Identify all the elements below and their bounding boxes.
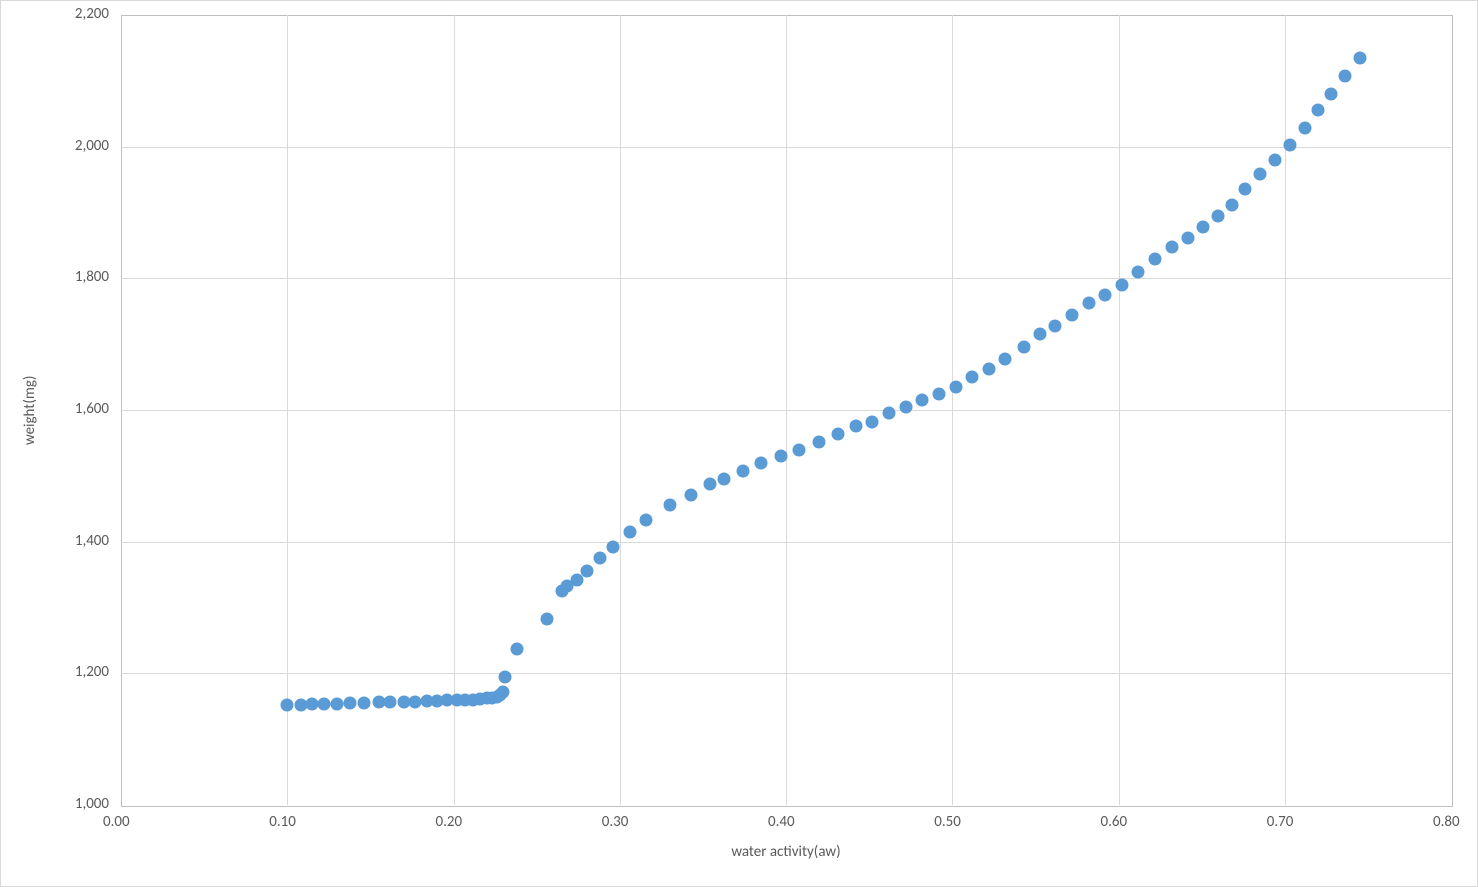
data-point — [593, 552, 606, 565]
data-point — [1225, 198, 1238, 211]
data-point — [1325, 88, 1338, 101]
data-point — [849, 420, 862, 433]
data-point — [831, 428, 844, 441]
chart-container: 1,000 1,200 1,400 1,600 1,800 2,000 2,200 0.00 0… — [0, 0, 1478, 887]
data-point — [949, 380, 962, 393]
data-point — [1017, 341, 1030, 354]
data-point — [899, 400, 912, 413]
data-point — [1149, 252, 1162, 265]
data-point — [607, 540, 620, 553]
data-point — [331, 697, 344, 710]
data-point — [640, 513, 653, 526]
data-point — [1034, 328, 1047, 341]
data-point — [755, 456, 768, 469]
data-point — [916, 394, 929, 407]
data-point — [1115, 278, 1128, 291]
data-point — [1298, 122, 1311, 135]
data-point — [999, 352, 1012, 365]
y-tick-label: 2,000 — [75, 137, 109, 155]
gridline-vertical — [952, 15, 953, 805]
data-point — [703, 477, 716, 490]
data-point — [1312, 104, 1325, 117]
data-point — [1212, 209, 1225, 222]
y-axis-title: weight(mg) — [23, 15, 38, 805]
data-point — [1182, 231, 1195, 244]
gridline-vertical — [620, 15, 621, 805]
data-point — [317, 697, 330, 710]
data-point — [775, 450, 788, 463]
plot-area — [121, 15, 1453, 807]
data-point — [384, 696, 397, 709]
y-tick-label: 1,400 — [75, 532, 109, 550]
data-point — [736, 464, 749, 477]
y-tick-label: 2,200 — [75, 5, 109, 23]
x-tick-label: 0.50 — [934, 813, 961, 831]
data-point — [1253, 168, 1266, 181]
data-point — [793, 443, 806, 456]
data-point — [1338, 69, 1351, 82]
gridline-vertical — [454, 15, 455, 805]
y-tick-label: 1,600 — [75, 400, 109, 418]
x-tick-label: 0.80 — [1433, 813, 1460, 831]
data-point — [497, 685, 510, 698]
data-point — [1099, 288, 1112, 301]
x-tick-label: 0.20 — [436, 813, 463, 831]
data-point — [357, 696, 370, 709]
y-tick-label: 1,000 — [75, 795, 109, 813]
data-point — [540, 612, 553, 625]
data-point — [281, 698, 294, 711]
data-point — [883, 407, 896, 420]
data-point — [510, 642, 523, 655]
data-point — [1238, 183, 1251, 196]
x-tick-label: 0.40 — [768, 813, 795, 831]
data-point — [966, 371, 979, 384]
y-tick-label: 1,200 — [75, 663, 109, 681]
y-tick-label: 1,800 — [75, 268, 109, 286]
x-tick-label: 0.60 — [1101, 813, 1128, 831]
gridline-vertical — [1285, 15, 1286, 805]
data-point — [663, 499, 676, 512]
data-point — [685, 488, 698, 501]
x-axis-title: water activity(aw) — [121, 843, 1451, 861]
x-tick-label: 0.30 — [602, 813, 629, 831]
x-tick-label: 0.00 — [103, 813, 130, 831]
data-point — [1165, 240, 1178, 253]
gridline-vertical — [786, 15, 787, 805]
gridline-vertical — [287, 15, 288, 805]
data-point — [813, 435, 826, 448]
x-tick-label: 0.70 — [1267, 813, 1294, 831]
data-point — [1268, 153, 1281, 166]
data-point — [1353, 51, 1366, 64]
data-point — [499, 670, 512, 683]
data-point — [1283, 139, 1296, 152]
gridline-vertical — [1119, 15, 1120, 805]
data-point — [1082, 297, 1095, 310]
data-point — [1197, 220, 1210, 233]
data-point — [866, 415, 879, 428]
data-point — [344, 696, 357, 709]
data-point — [982, 363, 995, 376]
data-point — [718, 473, 731, 486]
data-point — [932, 387, 945, 400]
data-point — [1065, 308, 1078, 321]
x-tick-label: 0.10 — [269, 813, 296, 831]
data-point — [623, 525, 636, 538]
data-point — [1132, 265, 1145, 278]
data-point — [580, 565, 593, 578]
data-point — [1049, 319, 1062, 332]
